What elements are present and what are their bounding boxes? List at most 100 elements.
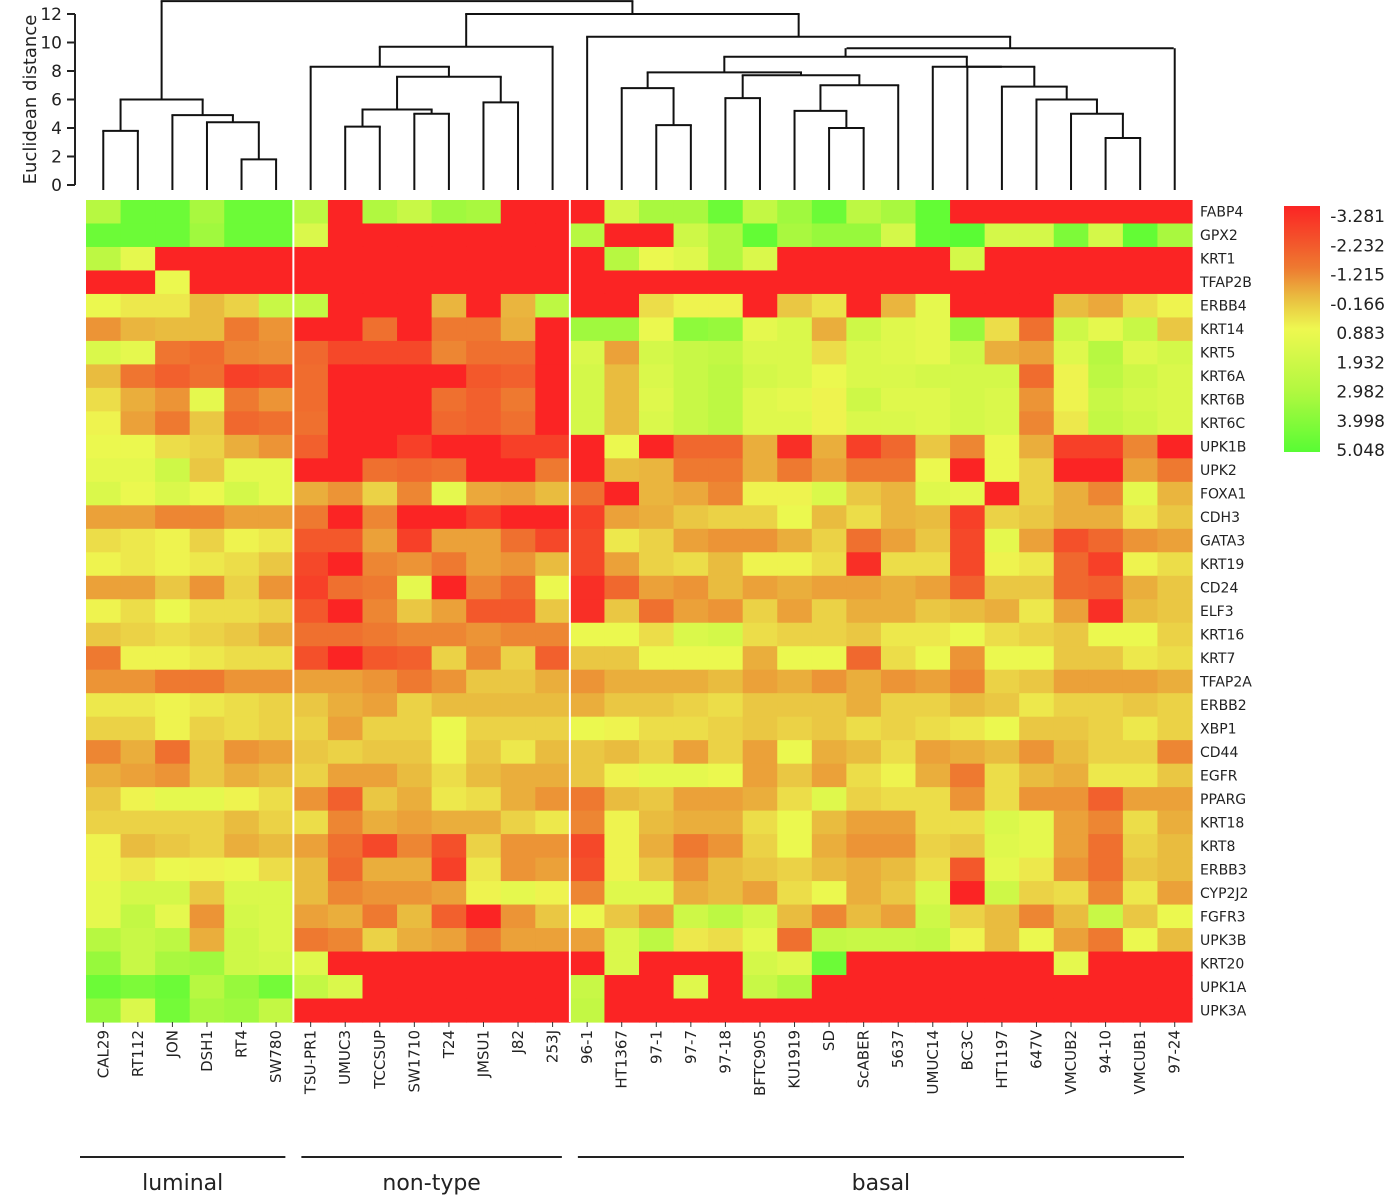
heatmap-cell <box>86 693 122 718</box>
heatmap-cell <box>327 669 364 694</box>
heatmap-cell <box>535 740 571 765</box>
heatmap-cell <box>327 810 364 835</box>
heatmap-cell <box>258 293 294 319</box>
heatmap-cell <box>466 481 502 506</box>
heatmap-cell <box>1122 716 1159 741</box>
heatmap-cell <box>120 200 156 225</box>
heatmap-cell <box>327 928 364 953</box>
heatmap-cell <box>984 810 1020 835</box>
heatmap-cell <box>258 481 294 506</box>
heatmap-cell <box>742 951 778 976</box>
heatmap-cell <box>1019 246 1055 272</box>
heatmap-cell <box>1053 599 1089 624</box>
heatmap-cell <box>846 293 882 319</box>
heatmap-cell <box>1088 340 1124 365</box>
heatmap-cell <box>777 646 813 671</box>
heatmap-cell <box>500 364 536 389</box>
heatmap-cell <box>224 881 260 906</box>
heatmap-cell <box>535 904 571 929</box>
heatmap-cell <box>742 458 778 483</box>
heatmap-cell <box>1157 340 1193 365</box>
heatmap-cell <box>327 505 364 530</box>
heatmap-cell <box>189 528 225 553</box>
heatmap-cell <box>466 857 502 882</box>
heatmap-cell <box>950 387 986 412</box>
heatmap-cell <box>1019 693 1055 718</box>
heatmap-cell <box>569 669 606 694</box>
heatmap-cell <box>86 928 122 953</box>
row-label: FOXA1 <box>1200 487 1246 503</box>
heatmap-cell <box>258 975 294 1000</box>
heatmap-cell <box>880 975 917 1000</box>
heatmap-cell <box>950 364 986 389</box>
heatmap-cell <box>708 740 744 765</box>
heatmap-cell <box>1053 975 1089 1000</box>
heatmap-cell <box>1088 834 1124 859</box>
heatmap-cell <box>431 810 467 835</box>
column-label: VMCUB1 <box>1131 1030 1149 1095</box>
heatmap-cell <box>431 646 467 671</box>
heatmap-cell <box>86 481 122 506</box>
heatmap-cell <box>120 857 156 882</box>
heatmap-cell <box>189 998 225 1023</box>
heatmap-cell <box>950 481 986 506</box>
heatmap-cell <box>742 693 778 718</box>
heatmap-cell <box>777 458 813 483</box>
heatmap-cell <box>639 364 675 389</box>
heatmap-cell <box>431 599 467 624</box>
heatmap-cell <box>189 200 225 225</box>
legend-tick-label: -3.281 <box>1330 207 1385 227</box>
heatmap-cell <box>500 246 536 272</box>
heatmap-cell <box>984 787 1020 812</box>
heatmap-cell <box>362 293 398 319</box>
heatmap-cell <box>397 246 433 272</box>
heatmap-cell <box>984 998 1020 1023</box>
heatmap-cell <box>293 810 329 835</box>
heatmap-cell <box>673 998 709 1023</box>
heatmap-cell <box>846 998 882 1023</box>
heatmap-cell <box>604 223 640 248</box>
heatmap-cell <box>189 340 225 365</box>
heatmap-cell <box>293 928 329 953</box>
column-label: 97-7 <box>682 1030 700 1064</box>
heatmap-cell <box>811 881 847 906</box>
heatmap-cell <box>86 340 122 365</box>
heatmap-cell <box>811 246 847 272</box>
heatmap-cell <box>189 434 225 459</box>
heatmap-cell <box>120 951 156 976</box>
heatmap-cell <box>604 434 640 459</box>
heatmap-cell <box>86 200 122 225</box>
heatmap-cell <box>224 246 260 272</box>
heatmap-cell <box>1053 669 1089 694</box>
group-brackets: luminal non-type basal <box>80 1156 1184 1196</box>
heatmap-cell <box>915 998 951 1023</box>
heatmap-cell <box>915 293 951 319</box>
heatmap-cell <box>362 998 398 1023</box>
heatmap-cell <box>293 904 329 929</box>
heatmap-cell <box>397 787 433 812</box>
heatmap-cell <box>708 575 744 600</box>
heatmap-cell <box>1019 317 1055 342</box>
heatmap-cell <box>604 599 640 624</box>
heatmap-cell <box>535 505 571 530</box>
heatmap-cell <box>500 317 536 342</box>
heatmap-cell <box>673 317 709 342</box>
heatmap-cell <box>604 575 640 600</box>
heatmap-cell <box>397 223 433 248</box>
column-label: 647V <box>1027 1029 1045 1069</box>
heatmap-cell <box>397 810 433 835</box>
heatmap-cell <box>673 881 709 906</box>
heatmap-cell <box>984 575 1020 600</box>
heatmap-cell <box>673 693 709 718</box>
heatmap-cell <box>1088 270 1124 295</box>
row-label: KRT6C <box>1200 416 1245 432</box>
heatmap-cell <box>362 881 398 906</box>
heatmap-cell <box>500 552 536 577</box>
heatmap-cell <box>1088 716 1124 741</box>
heatmap-cell <box>1122 881 1159 906</box>
heatmap-cell <box>742 552 778 577</box>
heatmap-cell <box>500 270 536 295</box>
heatmap-cell <box>1122 246 1159 272</box>
heatmap-cell <box>1019 270 1055 295</box>
heatmap-cell <box>327 552 364 577</box>
